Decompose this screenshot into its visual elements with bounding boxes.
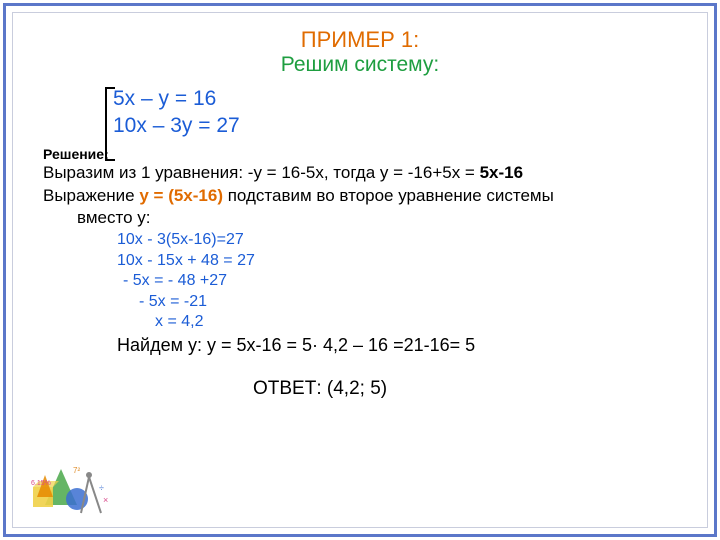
answer-line: ОТВЕТ: (4,2; 5) <box>253 378 677 400</box>
calc-line-1: 10х - 3(5х-16)=27 <box>117 230 677 250</box>
solution-step-2-line1: Выражение у = (5х-16) подставим во второ… <box>43 185 677 208</box>
step2-suffix: подставим во второе уравнение системы <box>223 186 554 205</box>
solution-step-2-line2: вместо у: <box>77 207 677 230</box>
title-line-2: Решим систему: <box>43 53 677 77</box>
svg-text:÷: ÷ <box>99 483 104 493</box>
math-clipart-icon: 6.15% 7² ÷ × <box>31 459 121 519</box>
brace-icon <box>105 87 115 161</box>
equation-1: 5х – у = 16 <box>113 85 677 112</box>
find-y-line: Найдем у: у = 5х-16 = 5· 4,2 – 16 =21-16… <box>117 335 677 356</box>
solution-step-1: Выразим из 1 уравнения: -у = 16-5х, тогд… <box>43 162 677 185</box>
title-line-1: ПРИМЕР 1: <box>43 27 677 53</box>
step1-result: 5х-16 <box>480 163 523 182</box>
step2-expr: у = (5х-16) <box>139 186 223 205</box>
svg-text:6.15%: 6.15% <box>31 480 51 487</box>
svg-text:×: × <box>103 495 108 505</box>
calc-line-2: 10х - 15х + 48 = 27 <box>117 251 677 271</box>
svg-text:7²: 7² <box>73 466 80 475</box>
calc-line-5: х = 4,2 <box>155 312 677 332</box>
calc-line-4: - 5х = -21 <box>139 292 677 312</box>
equation-system: 5х – у = 16 10х – 3у = 27 <box>113 85 677 140</box>
calc-line-3: - 5х = - 48 +27 <box>123 271 677 291</box>
equation-2: 10х – 3у = 27 <box>113 112 677 139</box>
content-area: ПРИМЕР 1: Решим систему: 5х – у = 16 10х… <box>12 12 708 528</box>
solution-label: Решение: <box>43 146 677 162</box>
step1-text: Выразим из 1 уравнения: -у = 16-5х, тогд… <box>43 163 480 182</box>
step2-prefix: Выражение <box>43 186 139 205</box>
